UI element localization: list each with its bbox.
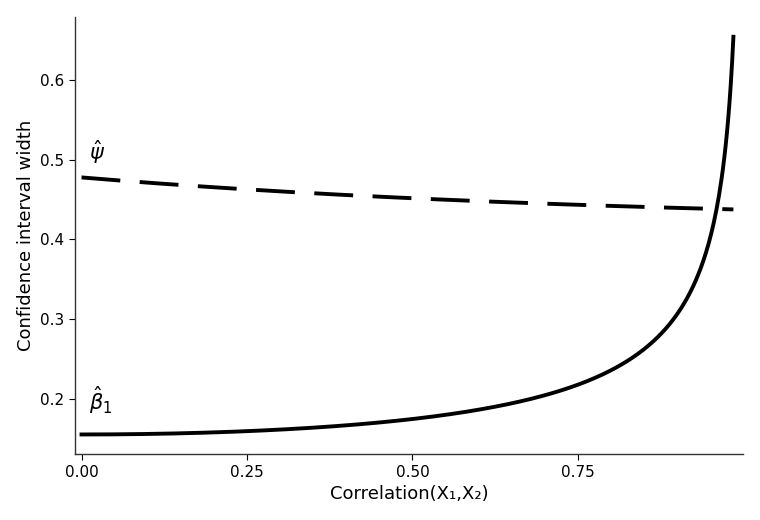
Y-axis label: Confidence interval width: Confidence interval width bbox=[17, 120, 35, 351]
Text: $\hat{\beta}_1$: $\hat{\beta}_1$ bbox=[90, 385, 113, 416]
Text: $\hat{\psi}$: $\hat{\psi}$ bbox=[90, 139, 106, 166]
X-axis label: Correlation(X₁,X₂): Correlation(X₁,X₂) bbox=[330, 485, 489, 503]
